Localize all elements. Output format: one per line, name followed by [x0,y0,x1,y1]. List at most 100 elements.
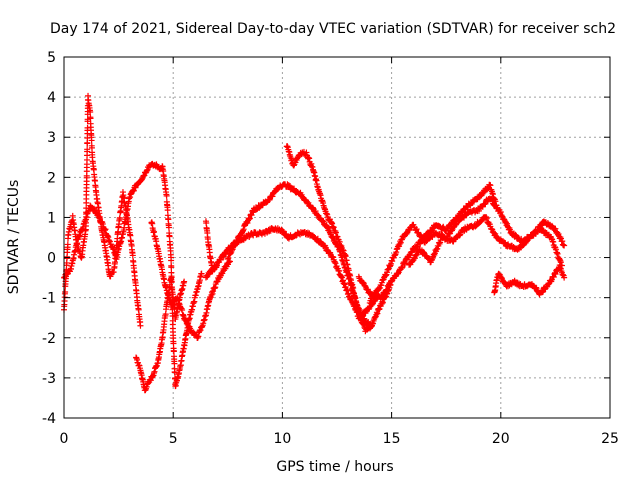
data-point [413,226,420,233]
y-tick-label: 2 [47,170,56,186]
data-point [512,231,519,238]
data-point [309,204,316,211]
series-s8 [283,143,395,335]
y-tick-label: -4 [42,411,56,427]
data-point [399,264,406,271]
data-point [163,192,170,199]
data-point [279,228,286,235]
data-point [559,241,566,248]
data-point [138,176,145,183]
data-point [168,278,175,285]
data-point [407,252,414,259]
data-point [513,232,520,239]
data-point [168,264,175,271]
grid [64,57,610,418]
data-point [526,235,533,242]
data-point [547,277,554,284]
data-point [483,214,490,221]
data-point [168,257,175,264]
data-point [544,281,551,288]
data-point [428,228,435,235]
data-point [171,369,178,376]
data-point [169,301,176,308]
data-point [137,322,144,329]
data-point [419,238,426,245]
series-s4 [159,163,205,390]
data-point [143,383,150,390]
data-point [181,278,188,285]
y-tick-label: 0 [47,251,56,267]
data-point [552,225,559,232]
data-point [110,269,117,276]
data-point [459,209,466,216]
data-series [61,92,568,394]
data-point [142,387,149,394]
data-point [168,289,175,296]
data-point [387,281,394,288]
data-point [88,137,95,144]
data-point [320,218,327,225]
series-s11 [406,214,565,269]
x-tick-label: 20 [492,431,510,447]
series-s3 [61,160,166,281]
x-tick-label: 10 [273,431,291,447]
data-point [87,108,94,115]
data-point [559,238,566,245]
data-point [319,217,326,224]
data-point [414,243,421,250]
series-s6 [202,225,380,322]
data-point [483,215,490,222]
series-s13 [202,218,220,273]
x-tick-label: 5 [169,431,178,447]
series-s7 [224,181,375,330]
y-tick-label: -1 [42,291,56,307]
chart-title: Day 174 of 2021, Sidereal Day-to-day VTE… [50,21,616,37]
series-s5 [148,219,233,342]
data-point [420,235,427,242]
y-tick-label: 3 [47,130,56,146]
data-point [412,252,419,259]
data-point [377,284,384,291]
data-point [456,232,463,239]
data-point [395,270,402,277]
data-point [364,286,371,293]
data-point [375,285,382,292]
data-point [420,249,427,256]
data-point [305,199,312,206]
series-s12 [491,262,568,298]
series-s10 [355,181,500,302]
data-point [360,279,367,286]
data-point [382,287,389,294]
data-point [457,231,464,238]
data-point [129,252,136,259]
data-point [87,115,94,122]
y-tick-label: -3 [42,371,56,387]
data-point [166,233,173,240]
x-tick-label: 25 [601,431,619,447]
data-point [561,274,568,281]
data-point [314,235,321,242]
y-axis-title: SDTVAR / TECUs [6,180,22,295]
data-point [561,242,568,249]
data-point [384,286,391,293]
data-point [313,211,320,218]
data-point [84,146,91,153]
series-s1 [61,92,144,329]
data-point [379,293,386,300]
x-axis-title: GPS time / hours [276,459,393,475]
data-point [368,297,375,304]
data-point [522,239,529,246]
data-point [171,360,178,367]
data-point [482,200,489,207]
y-tick-label: -2 [42,331,56,347]
axis-ticks: 0 5 10 15 20 25 -4 -3 -2 -1 0 1 2 3 4 5 [42,50,619,447]
data-point [64,241,71,248]
data-point [493,202,500,209]
plot-frame [63,56,611,419]
y-tick-label: 5 [47,50,56,66]
data-point [213,262,220,269]
data-point [116,214,123,221]
y-tick-label: 1 [47,210,56,226]
y-tick-label: 4 [47,90,56,106]
